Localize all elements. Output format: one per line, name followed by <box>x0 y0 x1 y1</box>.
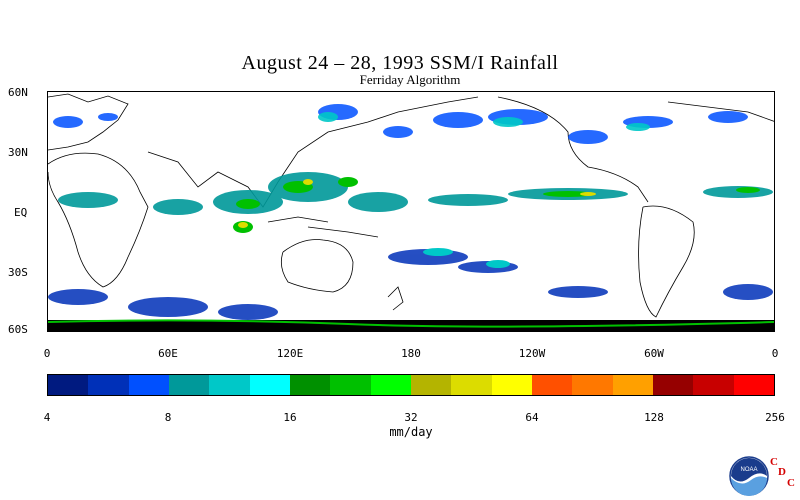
indonesia-outline <box>267 216 379 238</box>
cdc-letter-c1: C <box>770 456 778 468</box>
lat-label-30s: 30S <box>8 266 28 279</box>
colorbar-cell-6 <box>289 375 331 395</box>
lat-label-eq: EQ <box>14 206 28 219</box>
colorbar-cell-8 <box>370 375 411 395</box>
colorbar-cell-14 <box>612 375 653 395</box>
africa-outline <box>48 152 149 288</box>
australia-outline <box>280 239 354 293</box>
lat-label-60s: 60S <box>8 323 28 336</box>
colorbar-cell-15 <box>652 375 694 395</box>
noaa-logo-text: NOAA <box>740 467 757 473</box>
south-america-outline <box>638 205 695 318</box>
colorbar-tick-16: 16 <box>283 411 297 424</box>
new-zealand-outline <box>387 286 404 311</box>
colorbar-cell-10 <box>451 375 492 395</box>
colorbar-cell-3 <box>168 375 210 395</box>
lat-label-60n: 60N <box>8 86 28 99</box>
colorbar-cell-13 <box>572 375 613 395</box>
world-map-svg <box>48 93 774 331</box>
lon-label-120w: 120W <box>518 347 546 360</box>
europe-outline <box>48 93 129 151</box>
lon-label-0-west: 0 <box>43 347 51 360</box>
colorbar-tick-128: 128 <box>644 411 664 424</box>
lon-label-60w: 60W <box>644 347 664 360</box>
colorbar-cell-11 <box>491 375 532 395</box>
chart-title: August 24 – 28, 1993 SSM/I Rainfall <box>241 52 559 74</box>
colorbar-units: mm/day <box>389 425 433 439</box>
colorbar-cell-16 <box>693 375 734 395</box>
colorbar-tick-256: 256 <box>765 411 785 424</box>
colorbar-cell-2 <box>128 375 169 395</box>
colorbar-tick-4: 4 <box>43 411 51 424</box>
colorbar-cell-4 <box>209 375 250 395</box>
colorbar-cell-9 <box>410 375 452 395</box>
colorbar-cell-0 <box>48 375 89 395</box>
colorbar-tick-64: 64 <box>525 411 539 424</box>
cdc-letter-c2: C <box>787 477 795 489</box>
lon-label-180: 180 <box>401 347 421 360</box>
noaa-logo: NOAA <box>729 456 769 496</box>
colorbar <box>47 374 775 396</box>
colorbar-cell-7 <box>330 375 371 395</box>
colorbar-tick-32: 32 <box>404 411 418 424</box>
colorbar-cell-12 <box>531 375 573 395</box>
lat-label-30n: 30N <box>8 146 28 159</box>
antarctica-rain-fringe <box>48 319 774 328</box>
colorbar-cell-17 <box>733 375 774 395</box>
colorbar-cell-1 <box>88 375 129 395</box>
rainfall-patches <box>48 104 773 320</box>
colorbar-cell-5 <box>249 375 290 395</box>
chart-subtitle: Ferriday Algorithm <box>359 72 461 87</box>
north-america-outline <box>497 96 774 203</box>
lon-label-120e: 120E <box>276 347 304 360</box>
colorbar-tick-8: 8 <box>164 411 172 424</box>
cdc-letter-d: D <box>778 466 786 478</box>
lon-label-0-east: 0 <box>771 347 779 360</box>
rainfall-map <box>47 91 775 332</box>
lon-label-60e: 60E <box>158 347 178 360</box>
